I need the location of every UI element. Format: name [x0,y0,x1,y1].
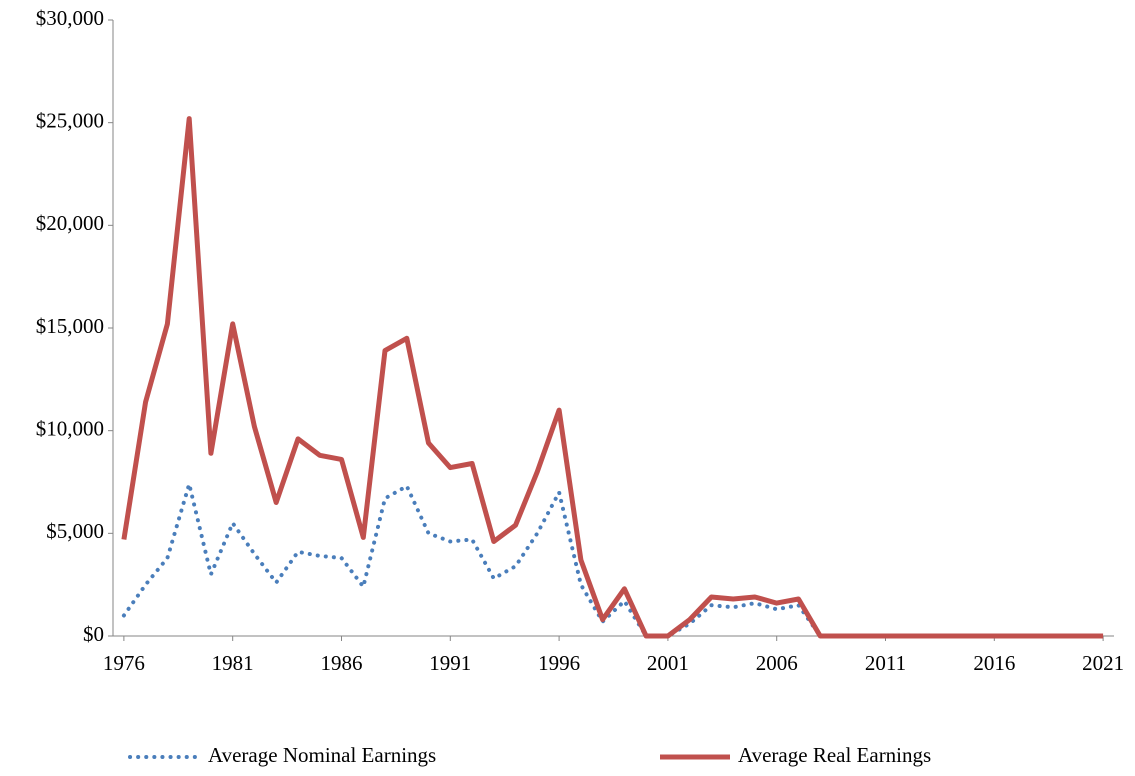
x-tick-label: 2011 [865,651,906,675]
legend-label: Average Nominal Earnings [208,743,436,767]
x-tick-label: 1996 [538,651,580,675]
x-tick-label: 2006 [756,651,798,675]
y-tick-label: $30,000 [36,6,104,30]
x-tick-label: 2001 [647,651,689,675]
series-line [121,116,1104,639]
x-tick-label: 2021 [1082,651,1124,675]
x-tick-label: 1976 [103,651,145,675]
y-tick-label: $20,000 [36,211,104,235]
series-line [121,482,1106,638]
y-tick-label: $10,000 [36,416,104,440]
legend-label: Average Real Earnings [738,743,931,767]
x-tick-label: 1981 [212,651,254,675]
y-tick-label: $25,000 [36,108,104,132]
y-tick-label: $0 [83,622,104,646]
x-tick-label: 1986 [320,651,362,675]
y-tick-label: $15,000 [36,314,104,338]
x-tick-label: 1991 [429,651,471,675]
x-tick-label: 2016 [973,651,1015,675]
y-tick-label: $5,000 [46,519,104,543]
